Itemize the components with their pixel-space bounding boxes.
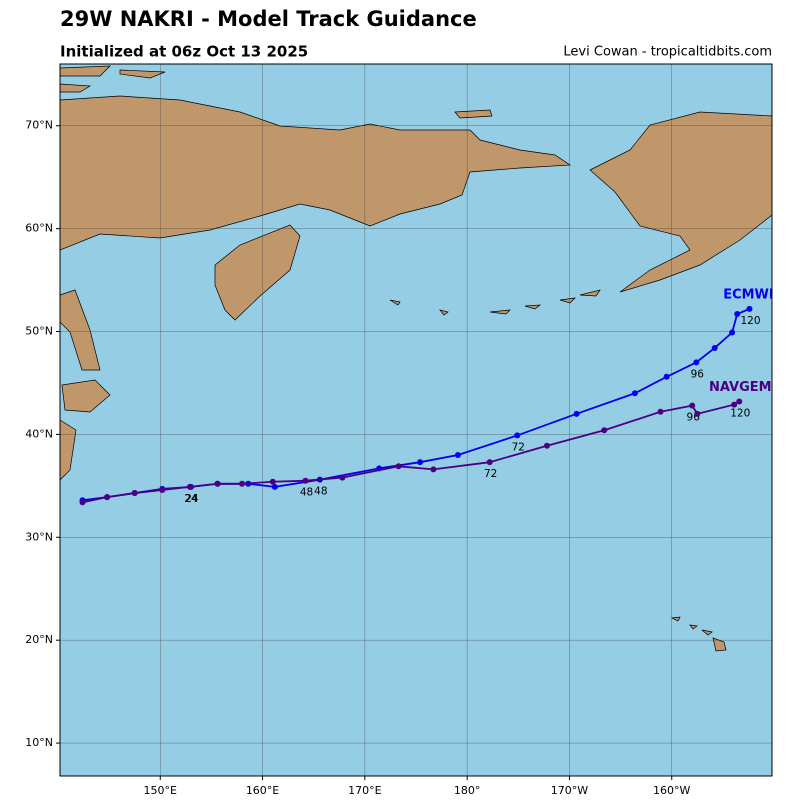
model-name-label: ECMWF xyxy=(723,287,778,302)
x-tick-label: 170°E xyxy=(348,784,381,797)
track-point xyxy=(694,410,701,417)
alaska xyxy=(589,111,772,293)
forecast-hour-label: 72 xyxy=(512,441,525,453)
y-tick-label: 30°N xyxy=(25,530,53,543)
model-name-label: NAVGEM xyxy=(709,380,772,395)
x-tick-label: 160°E xyxy=(246,784,279,797)
forecast-hour-label: 72 xyxy=(484,468,497,480)
track-point xyxy=(159,486,166,493)
track-point xyxy=(601,427,608,434)
track-point xyxy=(454,451,461,458)
sakhalin xyxy=(60,289,101,371)
forecast-hour-label: 48 xyxy=(314,486,327,498)
x-tick-label: 170°W xyxy=(551,784,588,797)
track-point xyxy=(271,483,278,490)
y-tick-label: 20°N xyxy=(25,633,53,646)
track-point xyxy=(663,373,670,380)
forecast-hour-label: 120 xyxy=(730,407,750,419)
track-point xyxy=(729,329,736,336)
track-point xyxy=(395,463,402,470)
track-point xyxy=(731,401,738,408)
track-point xyxy=(543,442,550,449)
honshu xyxy=(60,419,77,481)
credit: Levi Cowan - tropicaltidbits.com xyxy=(563,45,772,60)
kamchatka xyxy=(214,224,301,321)
track-point xyxy=(734,311,741,318)
aleutians xyxy=(389,289,601,316)
forecast-hour-label: 96 xyxy=(691,368,705,380)
siberia xyxy=(60,95,572,251)
track-point xyxy=(693,359,700,366)
title: 29W NAKRI - Model Track Guidance xyxy=(60,7,477,31)
track-point xyxy=(239,480,246,487)
graticule xyxy=(60,64,772,776)
track-point xyxy=(186,483,193,490)
track-point xyxy=(736,398,743,405)
x-tick-label: 180° xyxy=(454,784,481,797)
track-point xyxy=(269,478,276,485)
track-point xyxy=(711,344,718,351)
track-point xyxy=(131,490,138,497)
track-point xyxy=(573,410,580,417)
track-point xyxy=(514,432,521,439)
y-tick-label: 10°N xyxy=(25,736,53,749)
y-tick-label: 70°N xyxy=(25,119,53,132)
track-point xyxy=(657,408,664,415)
forecast-hour-label: 48 xyxy=(300,487,313,499)
forecast-hour-label: 24 xyxy=(184,493,198,505)
hokkaido xyxy=(61,379,111,413)
x-tick-label: 160°W xyxy=(653,784,690,797)
map-frame xyxy=(59,63,773,777)
track-point xyxy=(689,402,696,409)
x-tick-label: 150°E xyxy=(144,784,177,797)
track-point xyxy=(631,390,638,397)
track-point xyxy=(417,459,424,466)
track-point xyxy=(430,466,437,473)
track-point xyxy=(746,305,753,312)
arctic-islands xyxy=(60,65,493,119)
track-point xyxy=(214,480,221,487)
forecast-hour-label: 24 xyxy=(185,493,199,505)
y-tick-label: 50°N xyxy=(25,325,53,338)
track-point xyxy=(104,494,111,501)
y-tick-label: 40°N xyxy=(25,427,53,440)
track-line xyxy=(82,400,740,504)
track-point xyxy=(339,474,346,481)
land xyxy=(60,65,772,652)
track-point xyxy=(79,499,86,506)
track-point xyxy=(302,477,309,484)
hawaii xyxy=(670,616,727,652)
track-point xyxy=(486,459,493,466)
forecast-hour-label: 120 xyxy=(740,315,760,327)
y-tick-label: 60°N xyxy=(25,222,53,235)
subtitle: Initialized at 06z Oct 13 2025 xyxy=(60,43,308,61)
